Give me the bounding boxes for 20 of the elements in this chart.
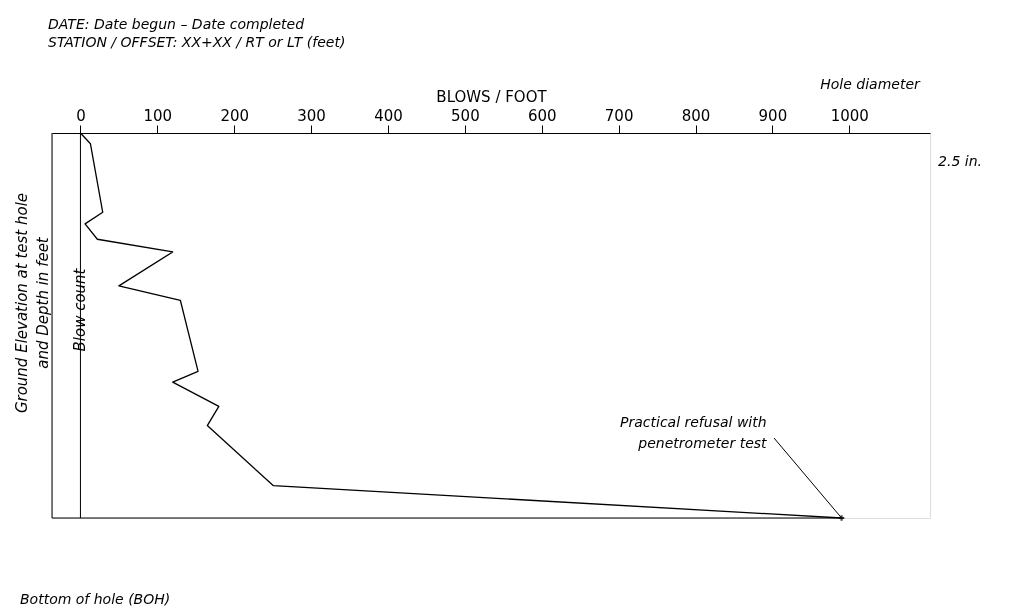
chart-subtitle: STATION / OFFSET: XX+XX / RT or LT (feet) (48, 34, 346, 50)
x-tick-label: 500 (451, 106, 480, 125)
text: Bottom of hole (BOH) (20, 591, 171, 607)
x-tick-label: 1000 (830, 106, 869, 125)
text: Hole diameter (820, 76, 921, 92)
x-tick-label: 600 (527, 106, 557, 125)
x-tick-label: 0 (76, 106, 86, 125)
ref-line-label: Blow count (71, 267, 90, 352)
x-tick-label: 100 (143, 106, 173, 125)
x-tick-label: 200 (220, 106, 250, 125)
chart-title: DATE: Date begun – Date completed (48, 16, 305, 32)
x-tick-label: 300 (297, 106, 326, 125)
x-tick-label: 800 (681, 106, 711, 125)
x-axis-title: BLOWS / FOOT (436, 87, 548, 106)
x-tick-label: 900 (758, 106, 788, 125)
text: 2.5 in. (938, 153, 982, 169)
x-tick-label: 400 (374, 106, 403, 125)
y-axis-title: Ground Elevation at test hole and Depth in feet (13, 192, 52, 414)
x-tick-label: 700 (604, 106, 634, 125)
annotation: Practical refusal with penetrometer test (620, 414, 768, 451)
